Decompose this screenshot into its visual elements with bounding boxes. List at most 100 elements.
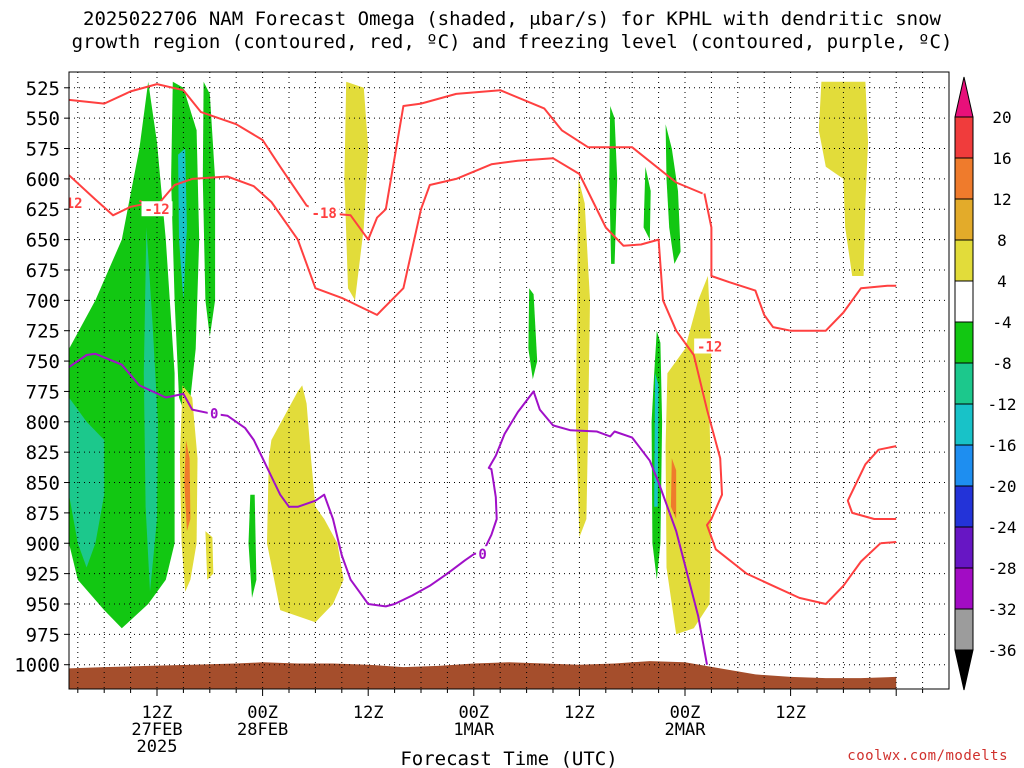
x-tick-label: 12Z: [353, 703, 384, 723]
omega-region: [665, 276, 712, 635]
dgz-label-bg: [308, 204, 340, 220]
colorbar-segment: [954, 198, 974, 241]
colorbar-label: -32: [988, 600, 1017, 619]
colorbar-bottom-arrow: [954, 649, 974, 691]
colorbar-segment: [954, 116, 974, 159]
dgz-label-bg: [141, 201, 173, 217]
x-tick-label: 00Z: [458, 703, 489, 723]
plot-frame: [68, 71, 950, 690]
dgz-label-bg: [694, 338, 726, 354]
omega-region: [643, 166, 651, 240]
y-tick-label: 600: [26, 169, 60, 191]
colorbar-label: -4: [992, 313, 1011, 332]
colorbar-label: -12: [988, 395, 1017, 414]
y-tick-label: 775: [26, 381, 60, 403]
y-tick-label: 850: [26, 473, 60, 495]
dgz-contour: [703, 193, 897, 332]
grid-lines: [69, 72, 949, 689]
omega-region: [202, 81, 216, 337]
chart-title: 2025022706 NAM Forecast Omega (shaded, μ…: [0, 8, 1024, 54]
y-tick-label: 750: [26, 351, 60, 373]
x-tick-label: 2MAR: [665, 720, 707, 740]
terrain-layer: [69, 661, 897, 689]
colorbar-label: -36: [988, 641, 1017, 660]
y-tick-label: 550: [26, 108, 60, 130]
dgz-label: -12: [144, 202, 169, 218]
y-tick-label: 725: [26, 321, 60, 343]
colorbar-segment: [954, 280, 974, 323]
freezing-level-label: 0: [478, 547, 486, 563]
colorbar-segment: [954, 362, 974, 405]
colorbar-label: -24: [988, 518, 1017, 537]
y-tick-label: 975: [26, 624, 60, 646]
omega-region: [205, 531, 214, 580]
x-tick-label: 1MAR: [453, 720, 495, 740]
colorbar-segment: [954, 444, 974, 487]
colorbar-label: -16: [988, 436, 1017, 455]
colorbar-label: 8: [997, 231, 1007, 250]
dgz-label: -18: [312, 206, 337, 222]
omega-region: [248, 494, 257, 598]
colorbar-label: 20: [992, 108, 1011, 127]
y-tick-label: 900: [26, 533, 60, 555]
omega-region: [818, 81, 868, 276]
freezing-level-label: 0: [210, 406, 218, 422]
colorbar-label: 4: [997, 272, 1007, 291]
omega-region: [670, 458, 677, 519]
colorbar-label: 12: [992, 190, 1011, 209]
colorbar-legend: 20 16 12 8 4 -4 -8 -12 -16 -20 -24 -28 -32 -36: [954, 76, 1017, 691]
y-tick-label: 825: [26, 442, 60, 464]
terrain-area: [69, 661, 897, 689]
title-line-1: 2025022706 NAM Forecast Omega (shaded, μ…: [83, 8, 941, 30]
x-tick-label: 28FEB: [237, 720, 288, 740]
freezing-level-label-bg: [207, 405, 221, 421]
omega-region: [69, 397, 105, 568]
omega-region: [184, 440, 191, 532]
colorbar-label: -8: [992, 354, 1011, 373]
omega-region: [665, 124, 681, 264]
dgz-label-bg: [69, 195, 86, 211]
x-tick-label: 12Z: [775, 703, 806, 723]
freezing-level-label-bg: [476, 546, 490, 562]
y-tick-label: 675: [26, 260, 60, 282]
colorbar-segment: [954, 526, 974, 569]
dgz-label: -12: [57, 196, 82, 212]
y-tick-label: 875: [26, 503, 60, 525]
x-tick-label: 12Z: [142, 703, 173, 723]
colorbar-segment: [954, 321, 974, 364]
omega-region: [143, 227, 158, 592]
colorbar-segment: [954, 485, 974, 528]
omega-region: [528, 288, 538, 380]
x-axis-label: Forecast Time (UTC): [400, 748, 617, 768]
dgz-contour: [69, 83, 703, 241]
colorbar-top-arrow: [954, 76, 974, 118]
x-tick-label: 12Z: [564, 703, 595, 723]
colorbar-segment: [954, 157, 974, 200]
x-tick-label: 00Z: [247, 703, 278, 723]
omega-region: [609, 106, 618, 264]
x-tick-label: 00Z: [670, 703, 701, 723]
colorbar-segment: [954, 567, 974, 610]
dgz-contour: [880, 541, 897, 545]
freezing-level-contour: [481, 390, 708, 665]
dgz-label: -12: [697, 339, 722, 355]
y-axis: 525 550 575 600 625 650 675 700 725 750 775 800 825 8…: [14, 78, 69, 677]
y-tick-label: 650: [26, 230, 60, 252]
y-tick-label: 525: [26, 78, 60, 100]
x-tick-label: 2025: [137, 737, 178, 757]
colorbar-segment: [954, 608, 974, 651]
contour-layer: -18 -12 -12 -12 0 0: [57, 83, 897, 665]
colorbar-label: 16: [992, 149, 1011, 168]
omega-region: [178, 148, 187, 301]
title-line-2: growth region (contoured, red, ºC) and f…: [71, 31, 953, 53]
y-tick-label: 1000: [14, 655, 60, 677]
footer-credit: coolwx.com/modelts: [847, 748, 1008, 764]
colorbar-segment: [954, 239, 974, 282]
colorbar-label: -28: [988, 559, 1017, 578]
dgz-contour: [69, 157, 882, 605]
y-tick-label: 625: [26, 199, 60, 221]
y-tick-label: 950: [26, 594, 60, 616]
y-tick-label: 925: [26, 564, 60, 586]
